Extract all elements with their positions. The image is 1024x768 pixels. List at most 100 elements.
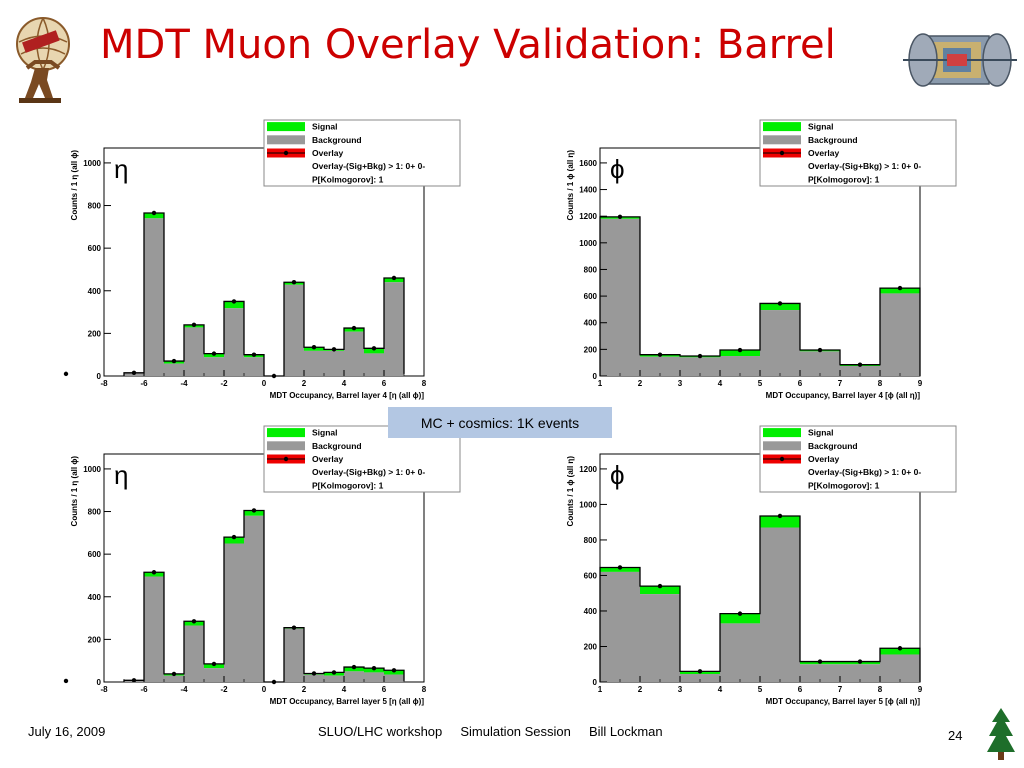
histogram-outline	[599, 515, 921, 682]
y-tick-label: 1200	[579, 212, 597, 221]
overlay-point	[617, 214, 623, 220]
background-bar	[224, 308, 244, 376]
overlay-point	[251, 352, 257, 357]
legend-background: Background	[312, 135, 362, 145]
legend-background-swatch	[763, 135, 801, 145]
overlay-point	[231, 299, 237, 304]
legend-comparison: Overlay-(Sig+Bkg) > 1: 0+ 0-	[808, 467, 921, 477]
legend-comparison: Overlay-(Sig+Bkg) > 1: 0+ 0-	[808, 161, 921, 171]
x-tick-label: 2	[302, 379, 307, 388]
y-tick-label: 1000	[579, 500, 597, 509]
x-tick-label: -2	[220, 379, 228, 388]
histogram-outline	[123, 212, 405, 377]
overlay-point	[131, 678, 137, 683]
footer-center: SLUO/LHC workshop Simulation Session Bil…	[318, 724, 663, 739]
background-bar	[304, 350, 324, 376]
overlay-point	[251, 508, 257, 513]
background-bar	[880, 293, 920, 376]
x-tick-label: 3	[678, 379, 683, 388]
overlay-point	[151, 210, 157, 216]
slide-title: MDT Muon Overlay Validation: Barrel	[100, 22, 836, 68]
y-tick-label: 600	[584, 571, 598, 580]
background-bar	[600, 571, 640, 682]
legend-overlay: Overlay	[808, 148, 839, 158]
y-tick-label: 0	[593, 372, 598, 381]
x-tick-label: 4	[718, 685, 723, 694]
background-bar	[640, 356, 680, 376]
legend-comparison: Overlay-(Sig+Bkg) > 1: 0+ 0-	[312, 161, 425, 171]
background-bar	[364, 353, 384, 376]
overlay-point	[391, 668, 397, 673]
signal-bar	[224, 537, 244, 544]
overlay-point	[657, 583, 663, 589]
y-axis-label: Counts / 1 η (all ϕ)	[70, 456, 79, 527]
overlay-point	[63, 371, 69, 377]
legend-overlay: Overlay	[312, 148, 343, 158]
legend-overlay-marker	[283, 150, 289, 156]
y-tick-label: 600	[584, 292, 598, 301]
y-tick-label: 200	[88, 329, 102, 338]
signal-bar	[760, 303, 800, 311]
overlay-point	[817, 347, 823, 353]
background-bar	[324, 675, 344, 682]
y-tick-label: 1000	[83, 159, 101, 168]
overlay-point	[171, 671, 177, 677]
y-tick-label: 0	[97, 372, 102, 381]
y-tick-label: 800	[88, 508, 102, 517]
x-tick-label: 5	[758, 685, 763, 694]
legend-signal: Signal	[312, 428, 338, 438]
overlay-point	[291, 280, 297, 285]
legend-signal-swatch	[267, 428, 305, 438]
legend-signal: Signal	[312, 122, 338, 132]
y-tick-label: 400	[584, 319, 598, 328]
signal-bar	[224, 301, 244, 309]
panel-symbol: ϕ	[610, 154, 625, 184]
background-bar	[760, 527, 800, 682]
overlay-point	[617, 565, 623, 570]
background-bar	[184, 327, 204, 376]
signal-bar	[720, 350, 760, 357]
x-tick-label: 8	[878, 685, 883, 694]
y-tick-label: 800	[584, 265, 598, 274]
legend-overlay-marker	[283, 456, 289, 462]
background-bar	[204, 357, 224, 376]
legend-overlay-marker	[779, 456, 785, 462]
background-bar	[640, 594, 680, 682]
x-tick-label: 2	[638, 685, 643, 694]
x-tick-label: 8	[422, 685, 427, 694]
background-bar	[720, 623, 760, 682]
overlay-point	[777, 513, 783, 519]
legend-signal-swatch	[763, 122, 801, 132]
footer-date: July 16, 2009	[28, 724, 106, 739]
overlay-point	[63, 678, 69, 684]
x-tick-label: -4	[180, 685, 188, 694]
legend-background-swatch	[763, 441, 801, 451]
y-tick-label: 1000	[83, 465, 101, 474]
eta-layer5-chart: 0 200 400 600 800 1000 -8 -6 -4 -2 0 2 4 6 8 MDT Occupa…	[63, 425, 461, 706]
overlay-point	[231, 534, 237, 540]
overlay-point	[897, 285, 903, 291]
overlay-point	[291, 625, 297, 630]
background-bar	[144, 218, 164, 376]
y-tick-label: 0	[97, 678, 102, 687]
signal-bar	[600, 567, 640, 572]
x-tick-label: 1	[598, 379, 603, 388]
legend-signal: Signal	[808, 428, 834, 438]
overlay-point	[311, 671, 317, 676]
background-bar	[840, 366, 880, 376]
background-bar	[324, 350, 344, 376]
x-tick-label: 5	[758, 379, 763, 388]
x-tick-label: -4	[180, 379, 188, 388]
x-tick-label: 2	[302, 685, 307, 694]
y-axis-label: Counts / 1 ϕ (all η)	[566, 456, 575, 527]
signal-bar	[720, 613, 760, 624]
atlas-logo	[16, 17, 70, 103]
x-axis-label: MDT Occupancy, Barrel layer 5 [η (all ϕ)…	[270, 697, 425, 706]
overlay-point	[817, 659, 823, 664]
signal-bar	[144, 212, 164, 219]
legend-background: Background	[312, 441, 362, 451]
legend-kolmogorov: P[Kolmogorov]: 1	[808, 174, 880, 184]
y-tick-label: 800	[584, 536, 598, 545]
y-axis-label: Counts / 1 η (all ϕ)	[70, 150, 79, 221]
y-tick-label: 400	[88, 593, 102, 602]
